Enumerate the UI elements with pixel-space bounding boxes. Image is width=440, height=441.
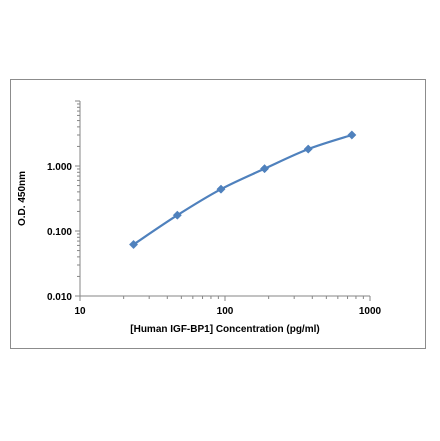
data-markers [128, 130, 357, 250]
series-line [132, 133, 353, 246]
x-tick-label: 100 [217, 306, 234, 317]
x-minor-ticks [79, 296, 371, 301]
x-tick-labels: 10 100 1000 [74, 306, 381, 317]
x-axis-title: [Human IGF-BP1] Concentration (pg/ml) [130, 324, 319, 335]
y-tick-labels: 0.010 0.100 1.000 [47, 162, 72, 303]
data-point [172, 210, 182, 220]
chart-frame: 0.010 0.100 1.000 10 100 1000 [Human IGF… [10, 79, 426, 349]
data-point [128, 239, 139, 250]
y-tick-label: 0.100 [47, 227, 72, 238]
x-tick-label: 10 [74, 306, 86, 317]
x-tick-label: 1000 [359, 306, 382, 317]
data-point [303, 144, 313, 154]
y-axis-title: O.D. 450nm [17, 171, 28, 226]
y-minor-ticks [75, 100, 80, 297]
data-point [347, 130, 357, 140]
y-tick-label: 0.010 [47, 292, 72, 303]
axes [79, 101, 370, 297]
data-point [260, 164, 270, 174]
chart-svg: 0.010 0.100 1.000 10 100 1000 [Human IGF… [17, 100, 382, 335]
data-point [216, 184, 226, 194]
y-tick-label: 1.000 [47, 162, 72, 173]
